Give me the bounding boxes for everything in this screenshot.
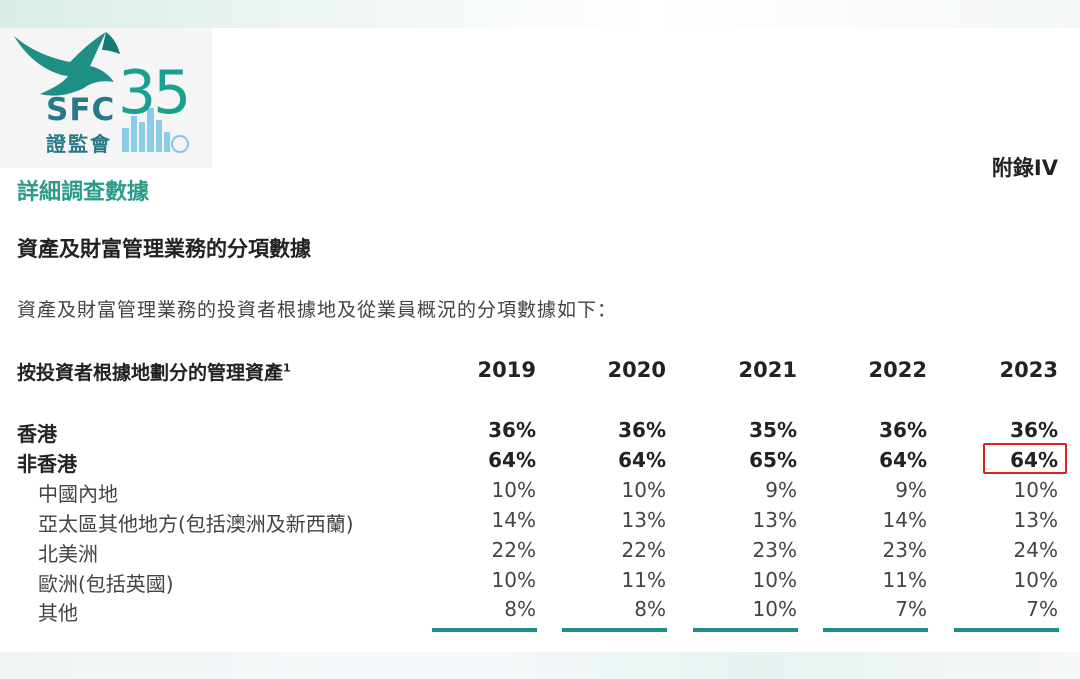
row-label-asia-pacific: 亞太區其他地方(包括澳洲及新西蘭)	[38, 512, 354, 536]
top-blur-band	[0, 0, 1080, 28]
logo-anniversary-number: 35	[118, 58, 191, 128]
column-rule-2021	[693, 628, 798, 632]
column-rule-2019	[432, 628, 537, 632]
row-label-non-hong-kong: 非香港	[17, 452, 77, 476]
table-cell: 22%	[621, 538, 666, 562]
table-header-label: 按投資者根據地劃分的管理資產1	[17, 358, 291, 385]
eagle-icon	[14, 32, 189, 153]
table-cell: 13%	[621, 508, 666, 532]
table-cell: 7%	[1026, 597, 1058, 621]
row-label-mainland-china: 中國內地	[38, 482, 118, 506]
table-header-text: 按投資者根據地劃分的管理資產	[17, 362, 284, 384]
table-cell: 35%	[749, 418, 797, 442]
table-cell: 10%	[491, 478, 536, 502]
year-header-2020: 2020	[607, 358, 666, 382]
table-cell: 8%	[634, 597, 666, 621]
column-rule-2022	[823, 628, 928, 632]
table-cell: 10%	[621, 478, 666, 502]
table-cell: 64%	[1010, 448, 1058, 472]
table-cell: 13%	[1013, 508, 1058, 532]
page-subtitle: 資產及財富管理業務的分項數據	[17, 237, 311, 261]
table-cell: 14%	[491, 508, 536, 532]
table-cell: 9%	[765, 478, 797, 502]
year-header-2021: 2021	[738, 358, 797, 382]
table-cell: 10%	[491, 568, 536, 592]
bottom-blur-band	[0, 652, 1080, 679]
table-cell: 10%	[752, 597, 797, 621]
footnote-marker: 1	[283, 361, 291, 375]
table-cell: 10%	[752, 568, 797, 592]
sfc-logo: 35 SFC 證監會	[0, 28, 212, 168]
row-label-north-america: 北美洲	[38, 542, 98, 566]
year-header-2022: 2022	[868, 358, 927, 382]
table-cell: 14%	[882, 508, 927, 532]
table-cell: 7%	[895, 597, 927, 621]
table-cell: 10%	[1013, 568, 1058, 592]
table-cell: 36%	[1010, 418, 1058, 442]
table-cell: 64%	[488, 448, 536, 472]
column-rule-2020	[562, 628, 667, 632]
section-title: 詳細調查數據	[17, 180, 150, 205]
column-rule-2023	[954, 628, 1059, 632]
table-cell: 65%	[749, 448, 797, 472]
year-header-2019: 2019	[477, 358, 536, 382]
table-cell: 10%	[1013, 478, 1058, 502]
table-cell: 36%	[879, 418, 927, 442]
logo-brand-text: SFC	[46, 92, 116, 128]
logo-brand-chinese: 證監會	[46, 132, 112, 156]
table-cell: 64%	[879, 448, 927, 472]
table-cell: 23%	[882, 538, 927, 562]
table-cell: 13%	[752, 508, 797, 532]
table-cell: 36%	[618, 418, 666, 442]
row-label-others: 其他	[38, 601, 78, 625]
table-cell: 8%	[504, 597, 536, 621]
table-cell: 9%	[895, 478, 927, 502]
appendix-label: 附錄IV	[991, 156, 1058, 180]
table-cell: 11%	[621, 568, 666, 592]
table-cell: 22%	[491, 538, 536, 562]
row-label-europe: 歐洲(包括英國)	[38, 572, 174, 596]
table-cell: 64%	[618, 448, 666, 472]
table-cell: 36%	[488, 418, 536, 442]
highlight-box	[983, 443, 1067, 474]
table-cell: 24%	[1013, 538, 1058, 562]
table-cell: 11%	[882, 568, 927, 592]
table-cell: 23%	[752, 538, 797, 562]
intro-paragraph: 資產及財富管理業務的投資者根據地及從業員概況的分項數據如下：	[17, 299, 618, 321]
year-header-2023: 2023	[999, 358, 1058, 382]
row-label-hong-kong: 香港	[17, 422, 57, 446]
